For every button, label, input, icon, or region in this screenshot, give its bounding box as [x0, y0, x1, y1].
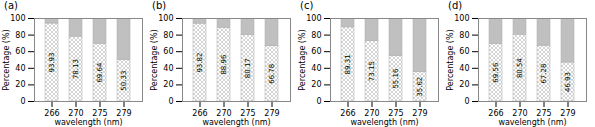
svg-text:20: 20	[15, 80, 25, 89]
svg-text:wavelength (nm): wavelength (nm)	[350, 118, 418, 127]
svg-text:80: 80	[15, 31, 25, 40]
svg-text:270: 270	[512, 109, 528, 119]
html-text:(a): (a)	[4, 0, 18, 11]
svg-text:67.28: 67.28	[540, 64, 548, 84]
svg-text:279: 279	[560, 109, 576, 119]
svg-text:80: 80	[311, 31, 321, 40]
svg-text:Percentage (%): Percentage (%)	[298, 29, 307, 90]
svg-text:69.56: 69.56	[492, 62, 500, 83]
html-text:(c): (c)	[300, 0, 314, 11]
svg-text:73.15: 73.15	[368, 61, 376, 81]
svg-text:100: 100	[454, 14, 469, 23]
svg-text:40: 40	[311, 64, 321, 73]
svg-text:40: 40	[163, 64, 173, 73]
svg-text:wavelength (nm): wavelength (nm)	[498, 118, 566, 127]
svg-text:266: 266	[192, 109, 208, 119]
svg-text:60: 60	[311, 47, 321, 56]
svg-text:50.33: 50.33	[120, 71, 128, 91]
svg-text:100: 100	[10, 14, 25, 23]
svg-text:Percentage (%): Percentage (%)	[446, 29, 455, 90]
svg-text:55.16: 55.16	[392, 68, 400, 89]
svg-text:266: 266	[488, 109, 504, 119]
svg-text:0: 0	[20, 97, 25, 106]
svg-text:0: 0	[316, 97, 321, 106]
svg-text:80: 80	[163, 31, 173, 40]
svg-text:279: 279	[116, 109, 132, 119]
svg-text:0: 0	[168, 97, 173, 106]
svg-text:80.54: 80.54	[516, 58, 524, 79]
svg-text:100: 100	[158, 14, 173, 23]
svg-text:275: 275	[240, 109, 256, 119]
html-text:(d): (d)	[448, 0, 463, 11]
svg-text:40: 40	[15, 64, 25, 73]
svg-text:100: 100	[306, 14, 321, 23]
svg-text:40: 40	[459, 64, 469, 73]
svg-text:20: 20	[311, 80, 321, 89]
svg-text:89.31: 89.31	[344, 54, 352, 74]
svg-text:270: 270	[216, 109, 232, 119]
svg-text:60: 60	[15, 47, 25, 56]
svg-text:66.78: 66.78	[268, 64, 276, 84]
svg-text:69.64: 69.64	[96, 62, 104, 83]
svg-text:60: 60	[459, 47, 469, 56]
svg-text:wavelength (nm): wavelength (nm)	[202, 118, 270, 127]
svg-text:279: 279	[412, 109, 428, 119]
svg-text:266: 266	[340, 109, 356, 119]
svg-text:78.13: 78.13	[72, 59, 80, 79]
svg-text:Percentage (%): Percentage (%)	[150, 29, 159, 90]
svg-text:60: 60	[163, 47, 173, 56]
svg-text:Percentage (%): Percentage (%)	[2, 29, 11, 90]
svg-text:275: 275	[92, 109, 108, 119]
svg-text:275: 275	[536, 109, 552, 119]
svg-text:80.17: 80.17	[244, 58, 252, 78]
svg-text:93.82: 93.82	[196, 53, 204, 73]
svg-text:88.96: 88.96	[220, 54, 228, 75]
svg-text:35.62: 35.62	[416, 77, 424, 97]
svg-text:80: 80	[459, 31, 469, 40]
svg-text:266: 266	[44, 109, 60, 119]
html-text:(b): (b)	[152, 0, 167, 11]
svg-text:275: 275	[388, 109, 404, 119]
svg-text:270: 270	[364, 109, 380, 119]
svg-text:wavelength (nm): wavelength (nm)	[54, 118, 122, 127]
svg-text:0: 0	[464, 97, 469, 106]
svg-text:93.93: 93.93	[48, 52, 56, 72]
svg-text:270: 270	[68, 109, 84, 119]
svg-text:279: 279	[264, 109, 280, 119]
svg-text:20: 20	[459, 80, 469, 89]
svg-text:46.93: 46.93	[564, 72, 572, 92]
svg-text:20: 20	[163, 80, 173, 89]
